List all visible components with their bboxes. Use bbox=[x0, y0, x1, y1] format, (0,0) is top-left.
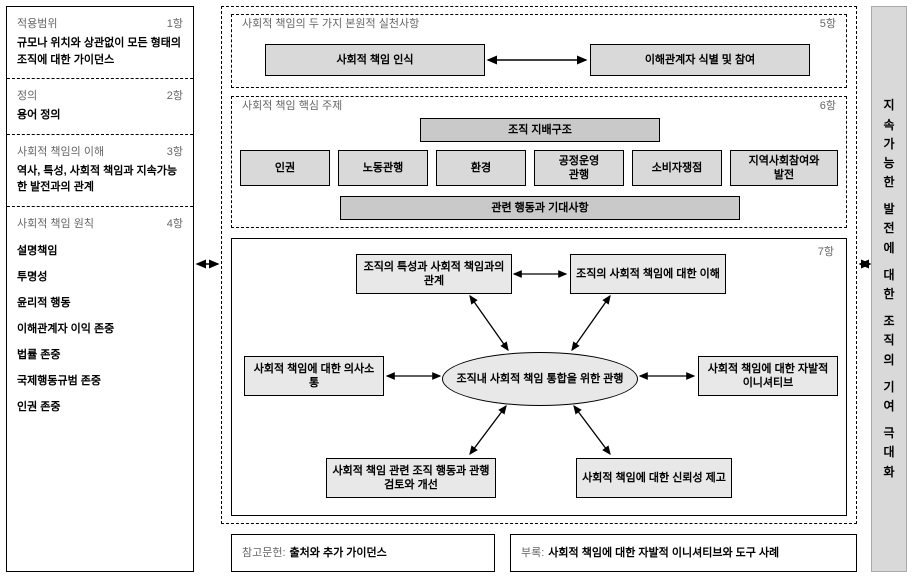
ref-text: 출처와 추가 가이던스 bbox=[290, 546, 387, 560]
principle-item: 투명성 bbox=[17, 263, 183, 289]
panel5-title: 사회적 책임의 두 가지 본원적 실천사항 bbox=[242, 17, 419, 31]
principles-list: 설명책임 투명성 윤리적 행동 이해관계자 이익 존중 법률 존중 국제행동규범… bbox=[17, 237, 183, 419]
appendix-label: 부록: bbox=[521, 546, 544, 560]
subject-0: 인권 bbox=[240, 150, 330, 186]
panel5-box-a: 사회적 책임 인식 bbox=[265, 44, 485, 76]
reference-box: 참고문헌: 출처와 추가 가이던스 bbox=[231, 534, 495, 572]
left-column: 적용범위 1항 규모나 위치와 상관없이 모든 형태의 조직에 대한 가이던스 … bbox=[6, 6, 194, 572]
subject-1: 노동관행 bbox=[338, 150, 428, 186]
panel6-clause: 6항 bbox=[820, 99, 836, 113]
node-bot-right: 사회적 책임에 대한 신뢰성 제고 bbox=[576, 458, 732, 498]
ref-label: 참고문헌: bbox=[242, 546, 286, 560]
sec2-title: 정의 bbox=[17, 87, 37, 103]
appendix-box: 부록: 사회적 책임에 대한 자발적 이니셔티브와 도구 사례 bbox=[510, 534, 857, 572]
sec2-body: 용어 정의 bbox=[17, 107, 183, 124]
panel6-title: 사회적 책임 핵심 주제 bbox=[242, 99, 342, 113]
principle-item: 법률 존중 bbox=[17, 341, 183, 367]
node-bot-left: 사회적 책임 관련 조직 행동과 관행 검토와 개선 bbox=[326, 458, 496, 498]
node-left: 사회적 책임에 대한 의사소통 bbox=[244, 356, 384, 396]
left-sec-3: 사회적 책임의 이해 3항 역사, 특성, 사회적 책임과 지속가능한 발전과의… bbox=[7, 135, 193, 207]
sec3-body: 역사, 특성, 사회적 책임과 지속가능한 발전과의 관계 bbox=[17, 163, 183, 196]
subject-2: 환경 bbox=[436, 150, 526, 186]
sec2-clause: 2항 bbox=[167, 87, 183, 103]
left-sec-4: 사회적 책임 원칙 4항 설명책임 투명성 윤리적 행동 이해관계자 이익 존중… bbox=[7, 207, 193, 429]
panel6-footer: 관련 행동과 기대사항 bbox=[340, 196, 740, 220]
principle-item: 인권 존중 bbox=[17, 393, 183, 419]
subject-4: 소비자쟁점 bbox=[632, 150, 722, 186]
sec3-clause: 3항 bbox=[167, 143, 183, 159]
node-right: 사회적 책임에 대한 자발적 이니셔티브 bbox=[698, 356, 838, 396]
sec4-title: 사회적 책임 원칙 bbox=[17, 215, 94, 231]
governance-box: 조직 지배구조 bbox=[420, 118, 660, 142]
right-text: 지속가능한발전에대한조직의기여극대화 bbox=[883, 96, 894, 481]
panel5-clause: 5항 bbox=[820, 17, 836, 31]
principle-item: 윤리적 행동 bbox=[17, 289, 183, 315]
appendix-text: 사회적 책임에 대한 자발적 이니셔티브와 도구 사례 bbox=[548, 546, 779, 560]
sec3-title: 사회적 책임의 이해 bbox=[17, 143, 104, 159]
sec1-body: 규모나 위치와 상관없이 모든 형태의 조직에 대한 가이던스 bbox=[17, 35, 183, 68]
principle-item: 국제행동규범 존중 bbox=[17, 367, 183, 393]
sec4-clause: 4항 bbox=[167, 215, 183, 231]
subject-5: 지역사회참여와 발전 bbox=[730, 150, 838, 186]
left-sec-2: 정의 2항 용어 정의 bbox=[7, 79, 193, 135]
right-column: 지속가능한발전에대한조직의기여극대화 bbox=[871, 6, 907, 572]
node-top-left: 조직의 특성과 사회적 책임과의 관계 bbox=[356, 254, 512, 294]
node-top-right: 조직의 사회적 책임에 대한 이해 bbox=[570, 254, 726, 294]
principle-item: 이해관계자 이익 존중 bbox=[17, 315, 183, 341]
panel5-box-b: 이해관계자 식별 및 참여 bbox=[590, 44, 810, 76]
subject-3: 공정운영 관행 bbox=[534, 150, 624, 186]
panel7-clause: 7항 bbox=[810, 241, 842, 263]
principle-item: 설명책임 bbox=[17, 237, 183, 263]
sec1-title: 적용범위 bbox=[17, 15, 57, 31]
sec1-clause: 1항 bbox=[167, 15, 183, 31]
center-ellipse: 조직내 사회적 책임 통합을 위한 관행 bbox=[442, 352, 638, 406]
left-sec-1: 적용범위 1항 규모나 위치와 상관없이 모든 형태의 조직에 대한 가이던스 bbox=[7, 7, 193, 79]
